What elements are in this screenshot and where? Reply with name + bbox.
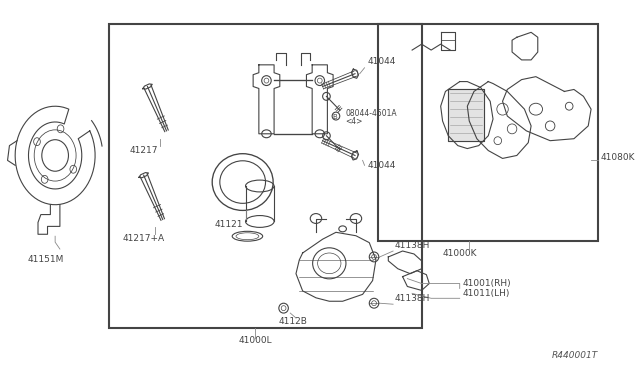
Text: 4112B: 4112B	[278, 317, 308, 326]
Bar	[378, 25, 598, 241]
Text: <4>: <4>	[346, 117, 363, 126]
Text: B: B	[333, 113, 337, 119]
Text: 41138H: 41138H	[395, 294, 430, 303]
Bar	[109, 25, 422, 328]
Text: 41000K: 41000K	[442, 249, 477, 258]
Text: 41044: 41044	[367, 57, 396, 66]
Text: 41000L: 41000L	[238, 336, 272, 344]
Text: 41001(RH): 41001(RH)	[463, 279, 511, 288]
Polygon shape	[448, 89, 483, 141]
Text: 41044: 41044	[367, 161, 396, 170]
Text: 41217: 41217	[129, 145, 158, 154]
Text: 08044-4501A: 08044-4501A	[346, 109, 397, 118]
Text: 41080K: 41080K	[600, 153, 635, 163]
Text: 41121: 41121	[214, 220, 243, 230]
Text: 41138H: 41138H	[395, 241, 430, 250]
Text: 41217+A: 41217+A	[123, 234, 164, 243]
Text: R440001T: R440001T	[552, 351, 598, 360]
Text: 41011(LH): 41011(LH)	[463, 289, 510, 298]
Text: 41151M: 41151M	[28, 255, 64, 264]
